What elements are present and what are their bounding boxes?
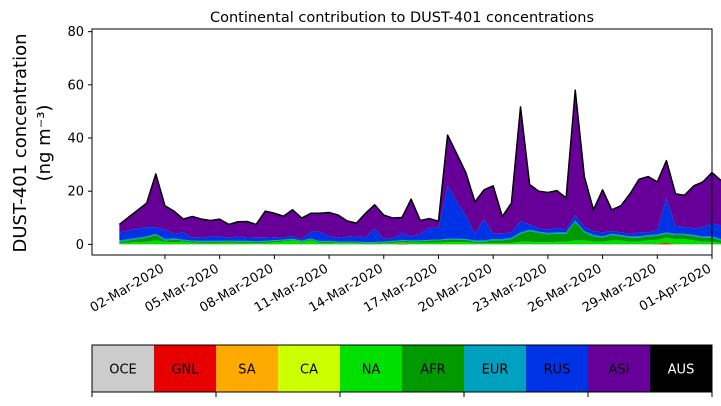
legend-swatch-eur: [464, 345, 527, 392]
y-axis-label-line1: DUST-401 concentration: [10, 33, 31, 252]
legend-label-oce: OCE: [109, 363, 137, 378]
legend-swatch-rus: [526, 345, 589, 392]
y-tick-label: 40: [67, 132, 84, 147]
legend-swatch-na: [340, 345, 403, 392]
legend-label-eur: EUR: [482, 363, 509, 378]
plot-frame: [91, 28, 713, 256]
y-tick-label: 80: [67, 25, 84, 40]
chart-title: Continental contribution to DUST-401 con…: [210, 10, 594, 26]
legend-label-ca: CA: [300, 363, 318, 378]
legend-swatch-oce: [92, 345, 155, 392]
legend-label-na: NA: [362, 363, 381, 378]
y-axis: 0 20 40 60 80: [67, 25, 92, 253]
area-asi: [119, 90, 721, 240]
total-outline: [118, 89, 721, 226]
y-tick-label: 20: [67, 185, 84, 200]
legend-swatch-gnl: [154, 345, 217, 392]
y-axis-label-line2: (ng m⁻³): [34, 105, 55, 182]
area-na: [119, 237, 721, 245]
legend-frame: [91, 344, 713, 393]
legend-swatch-sa: [216, 345, 279, 392]
y-tick-label: 60: [67, 78, 84, 93]
stacked-areas: [118, 89, 721, 245]
legend-swatch-afr: [402, 345, 465, 392]
legend-label-asi: ASI: [609, 363, 630, 378]
legend-swatch-ca: [278, 345, 341, 392]
legend-label-rus: RUS: [544, 363, 571, 378]
legend-colorbar: OCE GNL SA CA NA AFR EUR RUS ASI AUS: [91, 344, 713, 397]
y-tick-label: 0: [76, 238, 84, 253]
x-axis: 02-Mar-202005-Mar-202008-Mar-202011-Mar-…: [88, 255, 714, 316]
legend-label-afr: AFR: [420, 363, 445, 378]
area-afr: [119, 221, 721, 244]
legend-label-sa: SA: [238, 363, 255, 378]
legend-swatch-asi: [588, 345, 651, 392]
legend-swatch-aus: [650, 345, 713, 392]
legend-label-gnl: GNL: [171, 363, 199, 378]
area-rus: [119, 185, 721, 242]
area-gnl: [119, 243, 721, 245]
legend-label-aus: AUS: [668, 363, 695, 378]
